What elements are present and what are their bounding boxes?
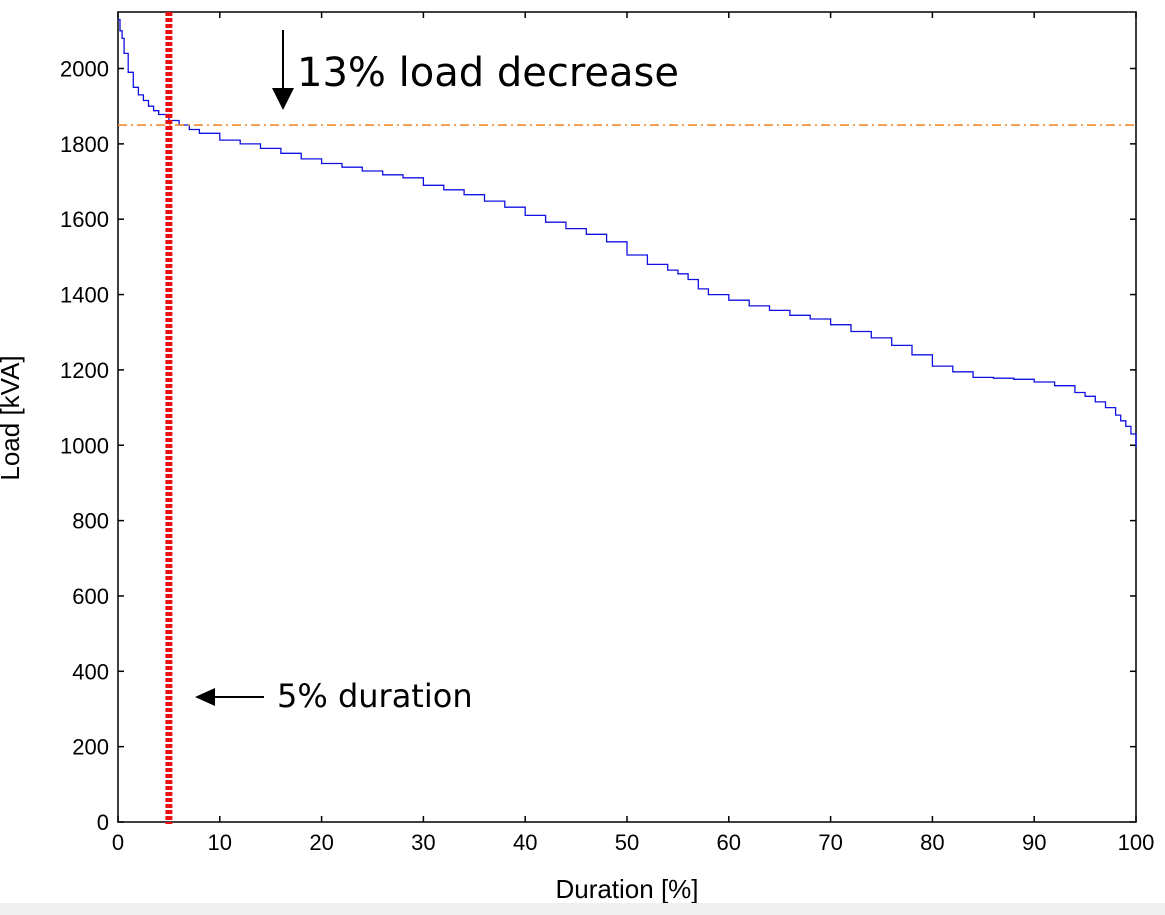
x-tick-label: 30 [411,830,435,855]
y-tick-label: 1800 [60,132,109,157]
y-axis: 0 200 400 600 800 1000 1200 1400 1600 1800 2000 [60,57,1136,835]
plot-frame [117,11,1137,823]
x-tick-label: 20 [309,830,333,855]
y-tick-label: 1400 [60,283,109,308]
annotations: 13% load decrease 5% duration [195,30,679,715]
y-tick-label: 800 [72,509,109,534]
x-tick-label: 90 [1022,830,1046,855]
x-tick-label: 80 [920,830,944,855]
y-axis-title: Load [kVA] [0,355,25,480]
y-tick-label: 0 [97,810,109,835]
load-decrease-arrow-head [272,88,294,110]
x-tick-label: 0 [112,830,124,855]
x-axis-title: Duration [%] [555,874,698,904]
x-tick-label: 100 [1118,830,1155,855]
reference-lines [118,12,1136,824]
x-tick-label: 70 [818,830,842,855]
x-tick-label: 50 [615,830,639,855]
y-tick-label: 400 [72,659,109,684]
y-tick-label: 1600 [60,207,109,232]
y-tick-label: 2000 [60,57,109,82]
y-tick-label: 1200 [60,358,109,383]
y-tick-label: 1000 [60,433,109,458]
x-tick-label: 40 [513,830,537,855]
x-tick-label: 10 [208,830,232,855]
duration-annotation: 5% duration [277,677,473,715]
y-tick-label: 600 [72,584,109,609]
x-axis: 0 10 20 30 40 50 60 70 80 90 100 [112,12,1154,855]
duration-arrow-head [195,688,215,706]
plot-border [117,11,1137,823]
x-tick-label: 60 [717,830,741,855]
footer-strip [0,903,1165,915]
y-tick-label: 200 [72,735,109,760]
load-decrease-annotation: 13% load decrease [297,50,679,96]
